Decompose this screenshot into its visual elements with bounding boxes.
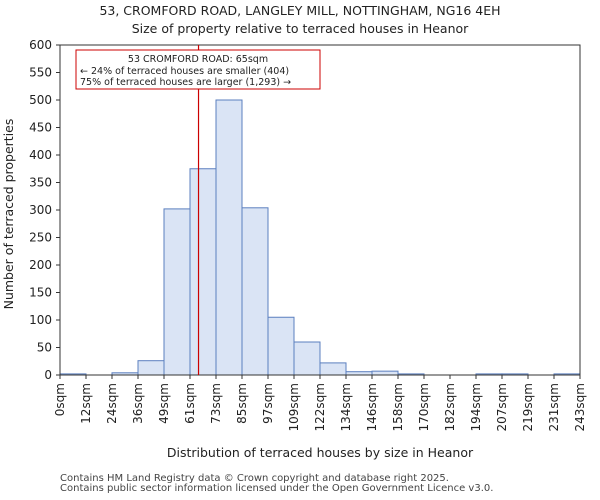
y-tick-label: 300	[29, 203, 52, 217]
x-tick-label: 219sqm	[521, 383, 535, 431]
y-tick-label: 0	[44, 368, 52, 382]
y-tick-label: 50	[37, 341, 52, 355]
chart-subtitle: Size of property relative to terraced ho…	[132, 21, 469, 36]
bars-group	[59, 99, 581, 376]
y-tick-label: 500	[29, 93, 52, 107]
plot-frame	[59, 44, 581, 376]
x-axis-label: Distribution of terraced houses by size …	[167, 445, 474, 460]
x-tick-label: 243sqm	[573, 383, 587, 431]
bar-97sqm	[267, 316, 295, 376]
x-tick-label: 24sqm	[105, 383, 119, 424]
y-tick-label: 150	[29, 286, 52, 300]
x-tick-label: 158sqm	[391, 383, 405, 431]
x-tick-label: 182sqm	[443, 383, 457, 431]
x-tick-label: 207sqm	[495, 383, 509, 431]
x-tick-label: 97sqm	[261, 383, 275, 424]
y-tick-label: 250	[29, 231, 52, 245]
x-tick-label: 134sqm	[339, 383, 353, 431]
bar-146sqm	[371, 370, 399, 376]
x-tick-label: 12sqm	[79, 383, 93, 424]
bar-122sqm	[319, 362, 347, 376]
x-ticks-group: 0sqm 12sqm 24sqm 36sqm 49sqm 61sqm 73sqm 85sqm 9…	[53, 375, 587, 431]
x-tick-label: 73sqm	[209, 383, 223, 424]
y-ticks-group: 0 50 100 150 200 250 300 350 400 450 500 550 600	[29, 38, 60, 382]
x-tick-label: 122sqm	[313, 383, 327, 431]
y-tick-label: 100	[29, 313, 52, 327]
x-tick-label: 61sqm	[183, 383, 197, 424]
y-tick-label: 450	[29, 121, 52, 135]
annotation-box	[75, 49, 321, 90]
x-tick-label: 231sqm	[547, 383, 561, 431]
bar-85sqm	[241, 207, 269, 376]
footer-line-2: Contains public sector information licen…	[60, 483, 494, 494]
chart-title: 53, CROMFORD ROAD, LANGLEY MILL, NOTTING…	[99, 3, 500, 18]
x-tick-label: 49sqm	[157, 383, 171, 424]
x-tick-label: 170sqm	[417, 383, 431, 431]
y-tick-label: 600	[29, 38, 52, 52]
x-tick-label: 194sqm	[469, 383, 483, 431]
bar-61sqm	[189, 168, 217, 376]
bar-109sqm	[293, 341, 321, 376]
footer-line-1: Contains HM Land Registry data © Crown c…	[60, 473, 449, 484]
bar-36sqm	[137, 360, 165, 376]
x-tick-label: 36sqm	[131, 383, 145, 424]
x-tick-label: 85sqm	[235, 383, 249, 424]
y-tick-label: 550	[29, 66, 52, 80]
y-tick-label: 200	[29, 258, 52, 272]
x-tick-label: 0sqm	[53, 383, 67, 416]
bar-49sqm	[163, 208, 191, 376]
bar-73sqm	[215, 99, 243, 376]
y-tick-label: 350	[29, 176, 52, 190]
annotation-line-1: 53 CROMFORD ROAD: 65sqm	[128, 54, 268, 65]
y-axis-label: Number of terraced properties	[1, 119, 16, 310]
x-tick-label: 146sqm	[365, 383, 379, 431]
y-tick-label: 400	[29, 148, 52, 162]
x-tick-label: 109sqm	[287, 383, 301, 431]
annotation-line-2: ← 24% of terraced houses are smaller (40…	[80, 66, 289, 77]
annotation-line-3: 75% of terraced houses are larger (1,293…	[80, 77, 291, 88]
